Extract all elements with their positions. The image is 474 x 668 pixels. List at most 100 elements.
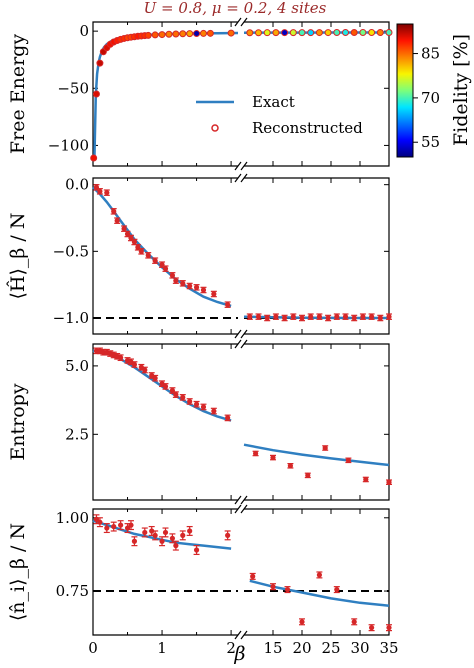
axis-break-mark (234, 339, 242, 349)
data-point-left (225, 302, 231, 308)
legend: Exact Reconstructed (196, 93, 363, 137)
data-point-right (342, 29, 349, 37)
data-point-right (284, 586, 291, 593)
data-point-right (351, 315, 357, 321)
data-point-left (165, 30, 173, 38)
data-point-left (92, 90, 100, 98)
axis-break-mark (240, 504, 248, 514)
data-point-left (152, 375, 158, 381)
legend-exact-label: Exact (252, 93, 295, 111)
panel-density: 1.00 0.75 ⟨n̂_i⟩_β / N 0 1 2 15 20 25 30 35 (7, 504, 399, 657)
data-point-right (250, 573, 256, 579)
data-point-left (97, 519, 103, 525)
y-axis-label: Entropy (7, 383, 29, 460)
data-point-left (144, 31, 152, 39)
right-axes-frame (244, 21, 390, 167)
y-tick-label: 0.0 (65, 176, 89, 194)
x-tick-label: 35 (379, 639, 398, 657)
left-axes-frame (92, 343, 238, 501)
colorbar-label: Fidelity [%] (450, 34, 472, 146)
data-point-left (104, 190, 110, 196)
data-point-right (263, 29, 271, 37)
data-point-left (187, 398, 193, 405)
axis-break-mark (234, 329, 242, 339)
legend-reconstructed-marker (211, 124, 219, 132)
x-axis-label: β (234, 643, 246, 665)
data-point-right (281, 29, 289, 37)
legend-reconstructed-label: Reconstructed (252, 119, 363, 137)
x-tick-label: 2 (226, 639, 236, 657)
y-tick-label: −50 (57, 79, 89, 97)
data-point-left (138, 248, 144, 254)
data-point-left (180, 532, 186, 538)
data-point-left (131, 239, 138, 245)
data-point-left (111, 523, 117, 530)
data-point-right (255, 29, 262, 37)
data-point-left (128, 522, 134, 528)
exact-curve-right (243, 443, 390, 467)
data-point-left (200, 404, 207, 410)
data-point-left (162, 529, 169, 536)
y-tick-label: 1.00 (56, 509, 89, 527)
data-point-left (152, 532, 158, 538)
data-point-left (111, 208, 117, 214)
data-point-left (173, 278, 179, 284)
y-tick-label: 0 (79, 22, 89, 40)
data-point-right (369, 314, 375, 320)
data-point-right (273, 314, 279, 320)
data-point-left (193, 284, 200, 290)
data-point-right (386, 479, 392, 485)
data-point-left (193, 30, 201, 38)
data-point-left (173, 392, 179, 398)
data-point-right (282, 315, 288, 321)
right-axes-frame (244, 177, 390, 335)
axis-break-mark (234, 504, 242, 514)
y-tick-label: 0.75 (56, 582, 89, 600)
data-point-left (173, 543, 179, 549)
panel-energy: 0.0 −0.5 −1.0 ⟨Ĥ⟩_β / N (6, 173, 392, 339)
data-point-left (193, 547, 200, 553)
panel-free-energy: 0 −50 −100 Free Energy (7, 17, 393, 171)
data-point-left (172, 30, 180, 38)
data-point-right (246, 29, 254, 37)
colorbar-tick-label: 55 (421, 133, 440, 151)
data-point-left (199, 29, 207, 37)
data-point-right (368, 29, 376, 37)
data-point-left (142, 529, 148, 536)
data-point-right (324, 29, 332, 37)
data-point-right (305, 472, 311, 478)
data-point-right (350, 29, 358, 37)
data-point-left (225, 532, 231, 538)
data-point-right (308, 314, 314, 320)
data-point-right (377, 315, 383, 321)
data-point-right (264, 315, 270, 321)
data-point-left (193, 401, 200, 407)
data-point-left (131, 538, 138, 544)
data-point-right (369, 625, 375, 631)
data-point-left (118, 355, 124, 361)
data-point-right (363, 476, 369, 483)
data-point-right (359, 29, 367, 37)
data-point-left (180, 394, 186, 400)
data-point-left (97, 188, 103, 194)
x-tick-label: 15 (263, 639, 282, 657)
data-point-right (315, 29, 323, 37)
data-point-right (270, 584, 276, 590)
data-point-left (200, 287, 207, 293)
axis-break-mark (234, 495, 242, 505)
data-point-right (270, 454, 276, 461)
data-point-left (211, 408, 217, 414)
data-point-left (145, 252, 151, 258)
data-point-right (376, 29, 384, 37)
data-point-left (159, 538, 165, 544)
y-axis-label: ⟨n̂_i⟩_β / N (7, 523, 29, 621)
data-point-left (227, 29, 235, 37)
axis-break-mark (240, 495, 248, 505)
data-point-right (272, 29, 280, 37)
left-axes-frame (92, 508, 238, 636)
data-point-right (334, 314, 340, 320)
data-point-right (322, 445, 328, 451)
right-axes-frame (244, 343, 390, 501)
data-point-right (316, 314, 322, 320)
axis-break-mark (240, 161, 248, 171)
